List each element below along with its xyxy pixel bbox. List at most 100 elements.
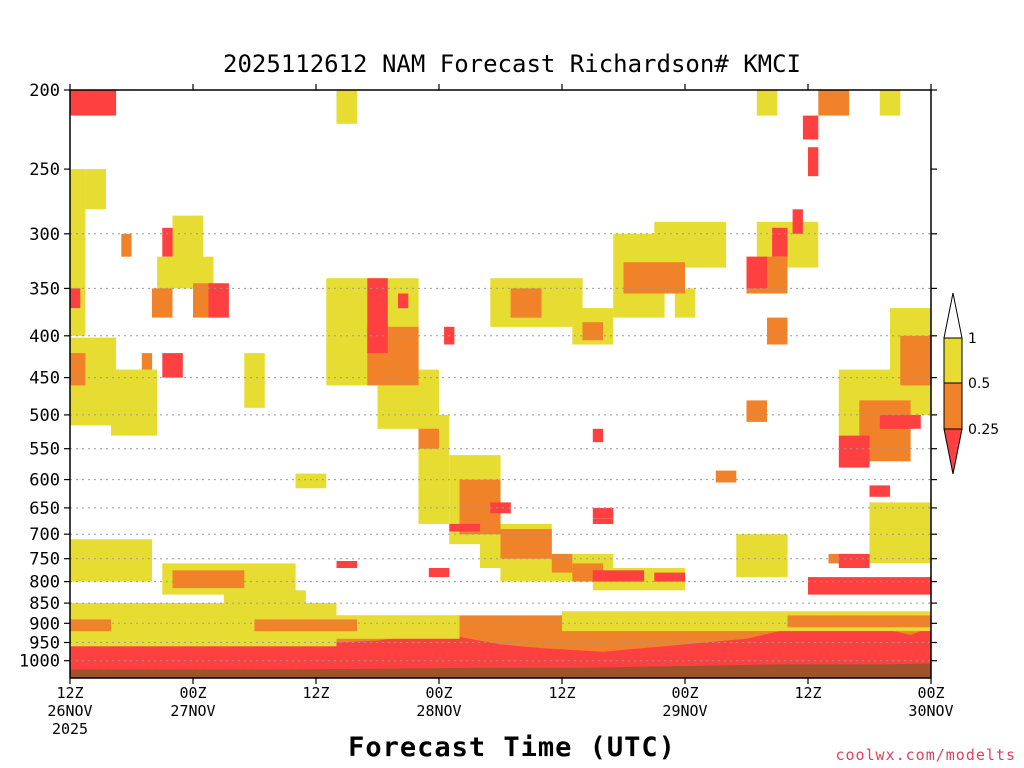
ri-region-red-60 (70, 90, 117, 116)
ri-region-orange-49 (746, 400, 767, 422)
ri-region-red-86 (592, 518, 614, 524)
ri-region-yellow-3 (85, 169, 106, 210)
ri-region-yellow-33 (295, 473, 327, 489)
ri-region-red-61 (70, 288, 81, 309)
ri-region-orange-35 (152, 288, 173, 318)
y-tick-label-550: 550 (29, 440, 60, 460)
ri-region-yellow-30 (336, 90, 357, 124)
ri-region-red-62 (162, 353, 183, 378)
colorbar-white (943, 292, 963, 339)
chart-title: 2025112612 NAM Forecast Richardson# KMCI (223, 50, 801, 78)
ri-region-red-64 (162, 227, 173, 257)
ri-region-yellow-6 (244, 353, 265, 408)
ri-region-red-70 (592, 428, 604, 443)
ri-region-yellow-25 (736, 534, 788, 578)
ri-region-yellow-31 (756, 90, 778, 116)
y-tick-label-500: 500 (29, 406, 60, 426)
colorbar-label-2: 0.25 (968, 422, 999, 438)
x-tick-label-3-1: 28NOV (416, 702, 461, 720)
ri-region-orange-48 (715, 470, 737, 483)
ri-region-red-83 (838, 553, 870, 568)
ri-region-orange-37 (121, 233, 132, 257)
ri-region-yellow-21 (70, 539, 152, 582)
x-tick-label-0-2: 2025 (52, 720, 88, 738)
ri-region-red-71 (592, 570, 645, 582)
ri-region-red-81 (869, 485, 890, 497)
ri-region-red-85 (428, 568, 450, 578)
ri-region-orange-55 (70, 619, 111, 632)
ri-region-orange-58 (818, 90, 850, 116)
y-tick-label-400: 400 (29, 327, 60, 347)
credit-link[interactable]: coolwx.com/modelts (835, 746, 1016, 764)
x-tick-label-5-0: 00Z (671, 684, 698, 702)
ri-region-yellow-16 (654, 221, 727, 268)
ri-region-yellow-32 (879, 90, 901, 116)
y-tick-label-950: 950 (29, 634, 60, 654)
ri-region-red-63 (208, 283, 229, 318)
x-tick-label-1-1: 27NOV (170, 702, 215, 720)
colorbar-red (943, 428, 963, 475)
ri-region-red-84 (336, 561, 357, 568)
ri-region-orange-39 (418, 428, 439, 449)
ri-region-red-80 (879, 414, 921, 429)
x-tick-label-0-0: 12Z (56, 684, 83, 702)
y-tick-label-250: 250 (29, 160, 60, 180)
colorbar-label-1: 0.5 (968, 376, 990, 392)
ri-region-yellow-26 (869, 502, 931, 564)
y-tick-label-700: 700 (29, 525, 60, 545)
y-tick-label-800: 800 (29, 573, 60, 593)
ri-region-orange-41 (500, 529, 552, 559)
y-tick-label-350: 350 (29, 279, 60, 299)
y-tick-label-750: 750 (29, 550, 60, 570)
ri-region-red-77 (802, 115, 819, 140)
ri-region-red-78 (808, 147, 819, 177)
y-tick-label-300: 300 (29, 225, 60, 245)
ri-region-orange-42 (551, 553, 573, 573)
ri-region-red-75 (772, 227, 788, 257)
y-tick-label-1000: 1000 (19, 652, 60, 672)
plot-frame (69, 89, 932, 679)
x-tick-label-1-0: 00Z (179, 684, 206, 702)
y-tick-label-850: 850 (29, 594, 60, 614)
ri-region-red-65 (367, 278, 388, 354)
x-tick-label-7-0: 00Z (917, 684, 944, 702)
ri-region-orange-56 (254, 619, 357, 632)
y-tick-label-600: 600 (29, 471, 60, 491)
ri-region-red-69 (490, 502, 511, 514)
colorbar-yellow (943, 337, 963, 384)
ri-region-orange-50 (767, 317, 788, 345)
ri-region-orange-46 (623, 262, 685, 294)
ri-region-yellow-1 (111, 369, 158, 436)
ri-region-yellow-17 (674, 288, 696, 318)
ri-region-orange-59 (141, 353, 153, 370)
x-tick-label-3-0: 00Z (425, 684, 452, 702)
ri-region-red-68 (449, 523, 481, 532)
ri-region-red-76 (792, 209, 803, 234)
x-tick-label-2-0: 12Z (302, 684, 329, 702)
ri-region-orange-57 (787, 615, 931, 628)
ri-region-orange-34 (70, 353, 86, 386)
x-tick-label-4-0: 12Z (548, 684, 575, 702)
ri-region-orange-53 (172, 570, 245, 589)
x-axis-label: Forecast Time (UTC) (348, 732, 676, 763)
ri-region-red-66 (398, 293, 409, 309)
ri-region-orange-44 (510, 288, 542, 318)
x-tick-label-7-1: 30NOV (908, 702, 953, 720)
ground-surface (70, 663, 931, 678)
y-tick-label-200: 200 (29, 81, 60, 101)
x-tick-label-6-0: 12Z (794, 684, 821, 702)
x-tick-label-5-1: 29NOV (662, 702, 707, 720)
y-tick-label-900: 900 (29, 614, 60, 634)
ri-region-orange-45 (582, 322, 603, 341)
ri-region-red-79 (838, 435, 870, 468)
ri-region-yellow-2 (70, 169, 86, 336)
colorbar-orange (943, 382, 963, 430)
ri-region-red-72 (654, 572, 686, 582)
colorbar-label-0: 1 (968, 331, 977, 347)
boundary-layer-red (70, 611, 931, 678)
ri-region-red-74 (746, 256, 767, 289)
y-tick-label-650: 650 (29, 499, 60, 519)
x-tick-label-0-1: 26NOV (47, 702, 92, 720)
ri-region-red-73 (592, 507, 614, 519)
